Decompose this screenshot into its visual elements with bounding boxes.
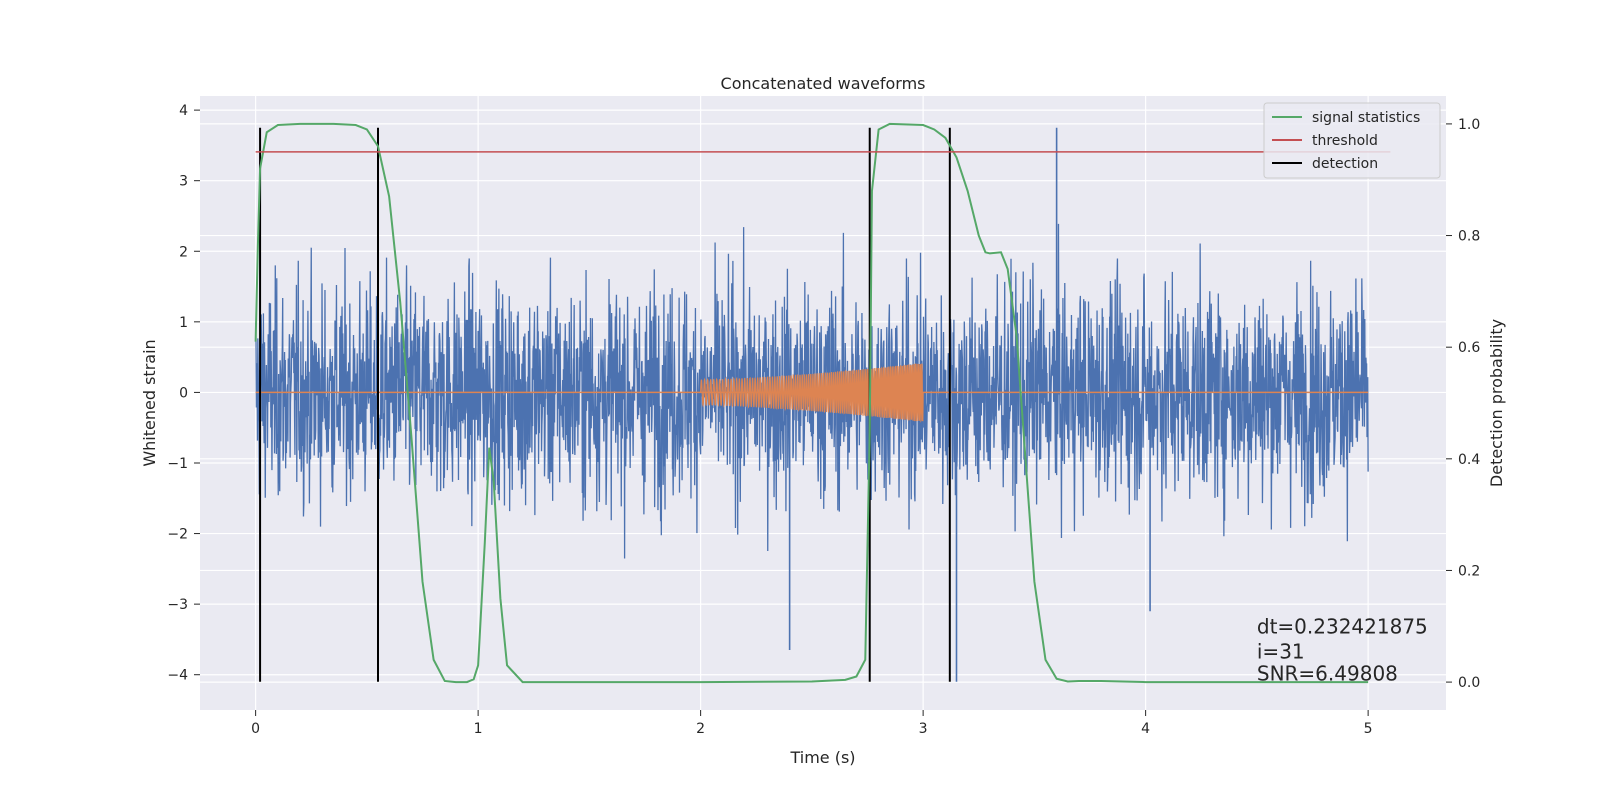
signal-statistics-line bbox=[254, 122, 1369, 684]
legend-label: detection bbox=[1312, 156, 1378, 172]
x-tick-label: 1 bbox=[474, 721, 483, 737]
y-tick-label: 0 bbox=[179, 385, 188, 401]
y2-tick-label: 0.6 bbox=[1458, 340, 1480, 356]
x-tick-label: 3 bbox=[919, 721, 928, 737]
y2-tick-label: 0.4 bbox=[1458, 452, 1480, 468]
y-tick-label: 1 bbox=[179, 315, 188, 331]
legend-box bbox=[1263, 102, 1441, 179]
waveform-line bbox=[700, 363, 924, 423]
y-axis-label: Whitened strain bbox=[140, 339, 159, 466]
annotation-text: i=31 bbox=[1257, 639, 1305, 663]
legend-label: signal statistics bbox=[1312, 110, 1420, 126]
x-tick-label: 0 bbox=[251, 721, 260, 737]
legend-label: threshold bbox=[1312, 133, 1378, 149]
axes: 0 1 2 3 4 5 4 3 2 1 0 −1 −2 −3 −4 1.0 0.8 0.6 0.4 0.2 0.0 bbox=[167, 103, 1480, 737]
y2-axis-label: Detection probability bbox=[1487, 319, 1506, 487]
signal-statistics-series bbox=[254, 122, 1369, 684]
chart-title: Concatenated waveforms bbox=[721, 74, 926, 93]
y-tick-label: −4 bbox=[167, 668, 188, 684]
y2-tick-label: 0.2 bbox=[1458, 563, 1480, 579]
y-tick-label: −1 bbox=[167, 456, 188, 472]
strain-series bbox=[254, 127, 1369, 682]
annotation-text: dt=0.232421875 bbox=[1257, 614, 1428, 638]
waveform-series bbox=[255, 363, 1369, 423]
x-axis-label: Time (s) bbox=[789, 748, 855, 767]
y-tick-label: −3 bbox=[167, 597, 188, 613]
y-tick-label: 4 bbox=[179, 103, 188, 119]
y-tick-label: −2 bbox=[167, 527, 188, 543]
y-tick-label: 3 bbox=[179, 174, 188, 190]
annotation-text: SNR=6.49808 bbox=[1257, 662, 1398, 686]
y2-tick-label: 1.0 bbox=[1458, 117, 1480, 133]
legend: signal statistics threshold detection bbox=[1263, 102, 1441, 179]
x-tick-label: 4 bbox=[1141, 721, 1150, 737]
y2-tick-label: 0.8 bbox=[1458, 229, 1480, 245]
x-tick-label: 2 bbox=[696, 721, 705, 737]
x-tick-label: 5 bbox=[1364, 721, 1373, 737]
strain-line bbox=[254, 223, 1369, 559]
y2-tick-label: 0.0 bbox=[1458, 675, 1480, 691]
y-tick-label: 2 bbox=[179, 244, 188, 260]
